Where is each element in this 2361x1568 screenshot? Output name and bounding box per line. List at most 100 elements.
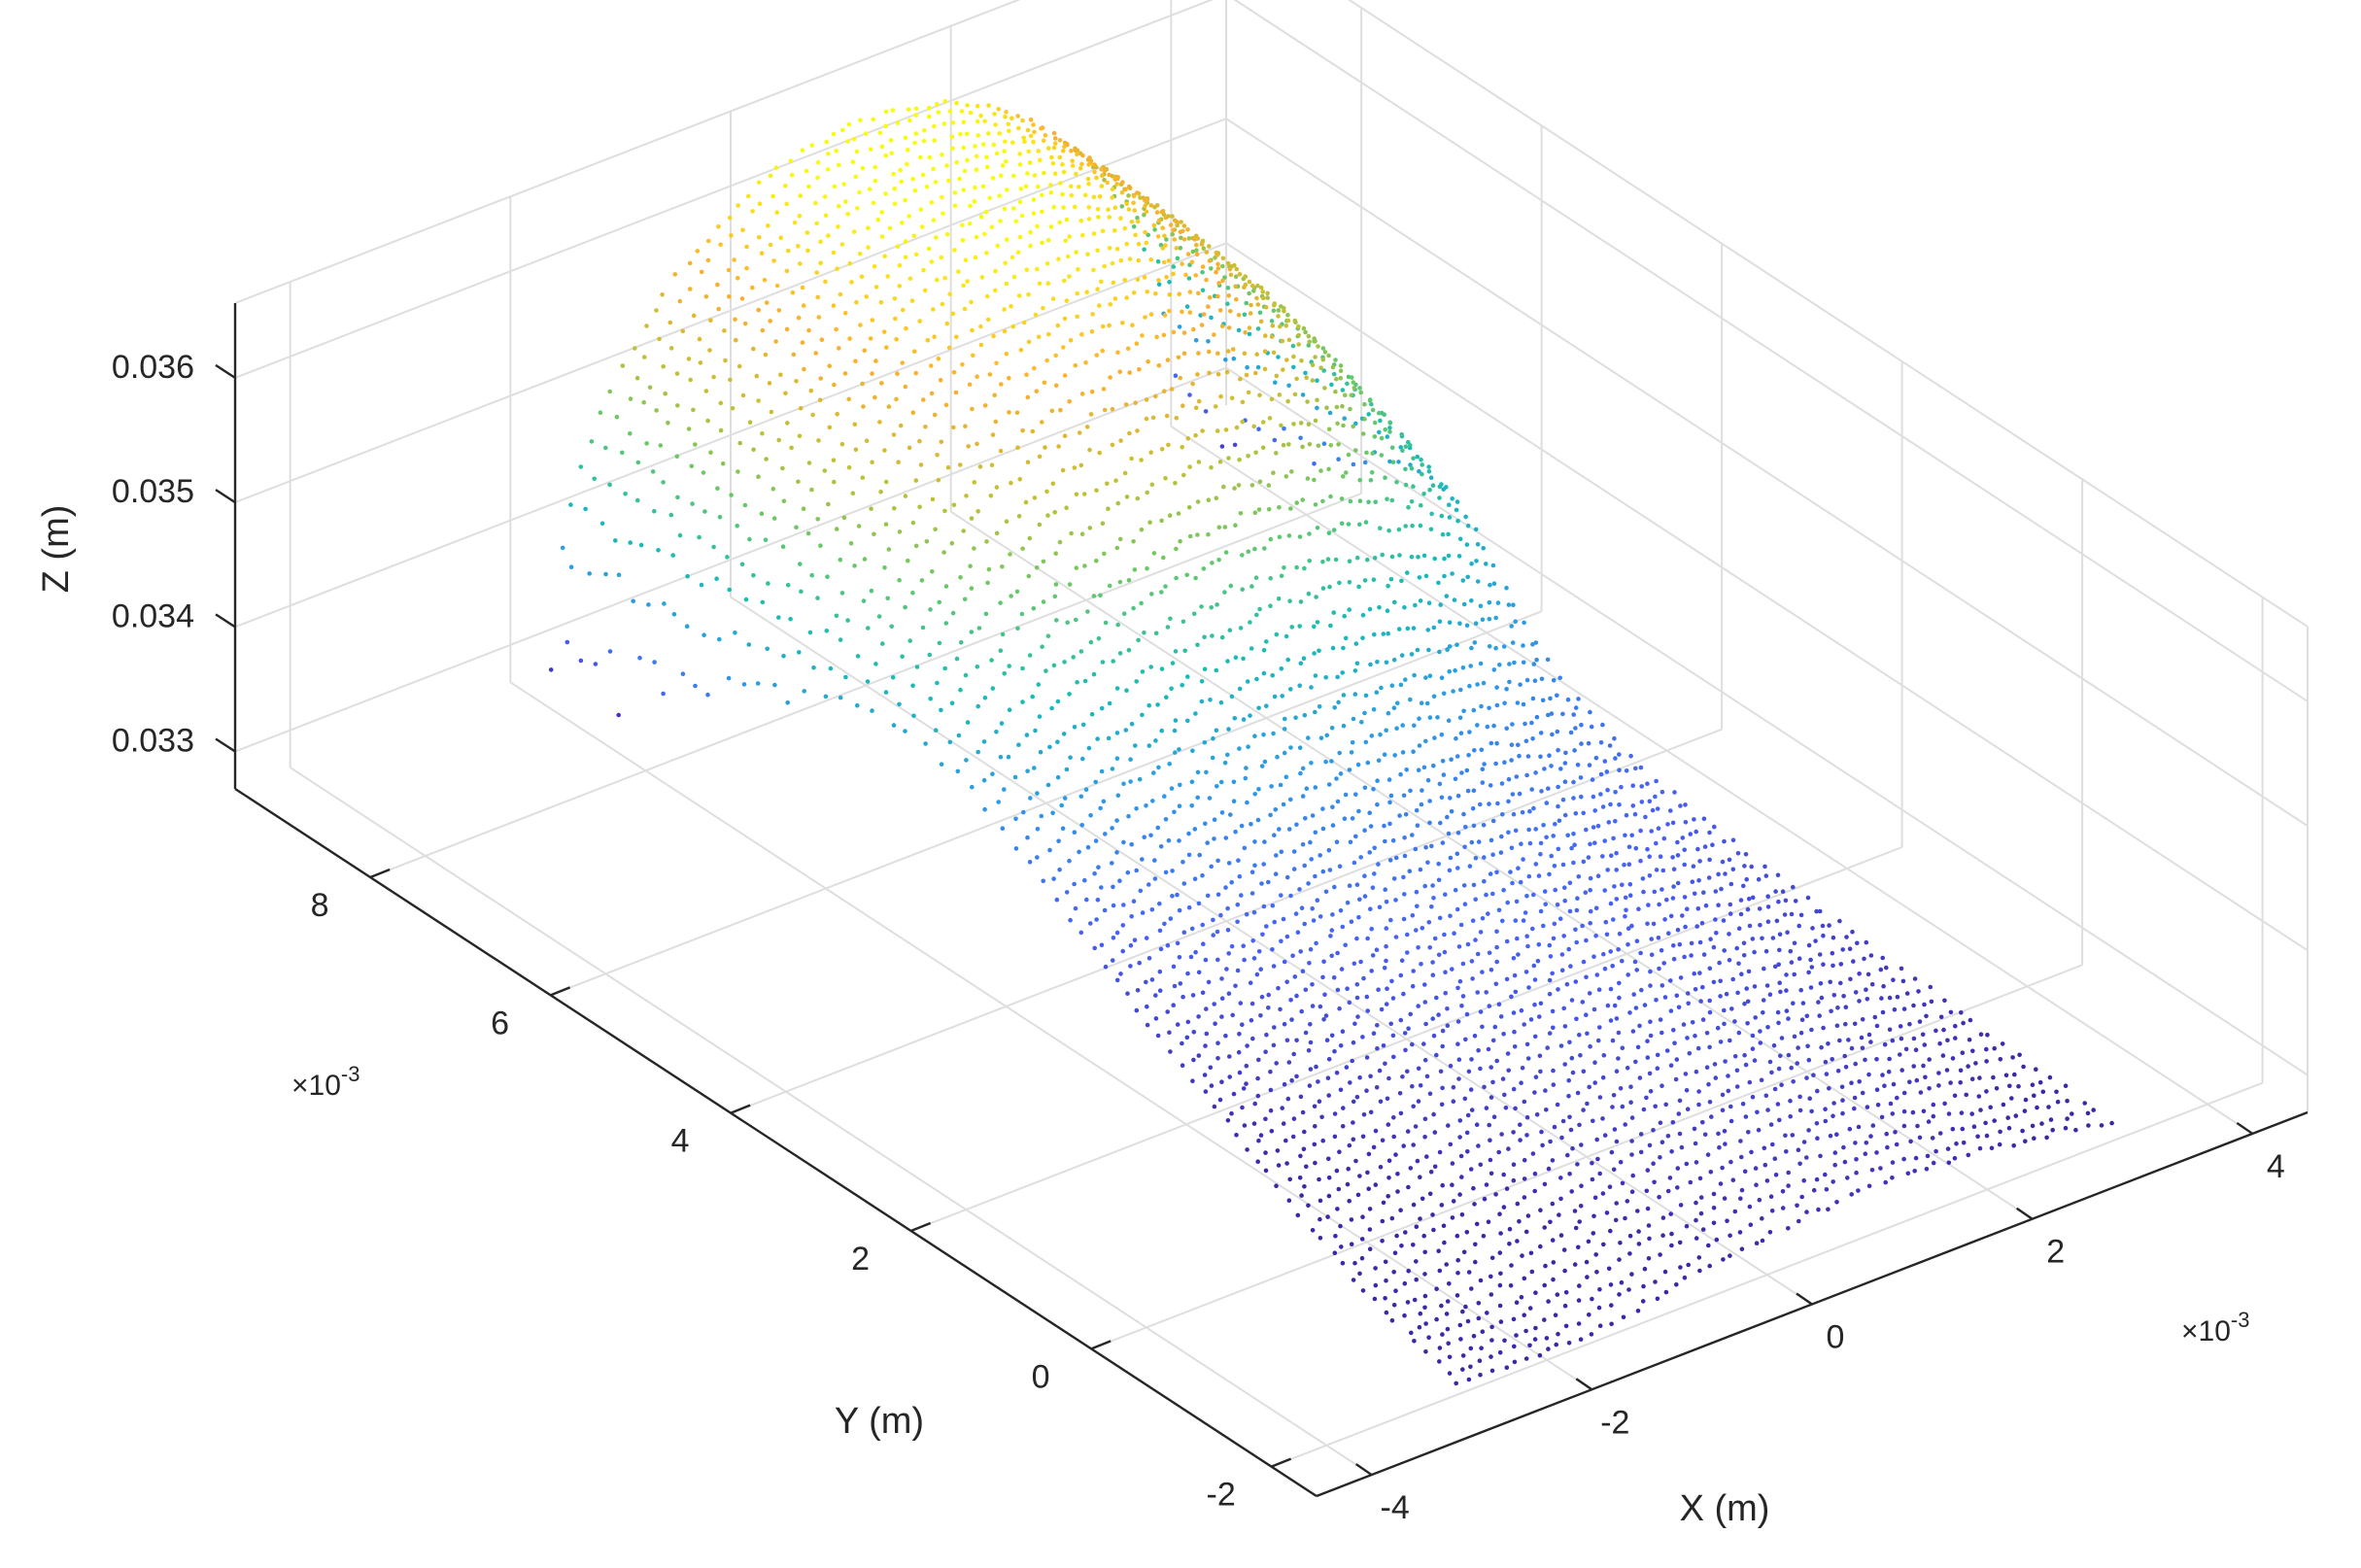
data-point	[1942, 998, 1947, 1004]
data-point	[1174, 546, 1179, 552]
data-point	[1423, 675, 1428, 680]
data-point	[1055, 739, 1060, 744]
data-point	[1248, 311, 1253, 316]
data-point	[1475, 951, 1481, 957]
data-point	[1445, 1006, 1450, 1011]
data-point	[1668, 913, 1674, 919]
data-point	[1898, 1024, 1903, 1029]
data-point	[1223, 1033, 1228, 1039]
data-point	[1219, 996, 1225, 1001]
data-point	[1050, 296, 1056, 301]
data-point	[1121, 781, 1126, 787]
data-point	[1456, 944, 1462, 949]
data-point	[1544, 801, 1550, 805]
data-point	[1450, 1161, 1455, 1166]
data-point	[1559, 968, 1565, 973]
data-point	[1175, 220, 1180, 225]
data-point	[1343, 792, 1349, 798]
data-point	[1512, 1044, 1518, 1049]
data-point	[1496, 907, 1502, 913]
data-point	[1931, 1113, 1936, 1119]
data-point	[1010, 140, 1015, 145]
data-point	[1248, 713, 1252, 718]
data-point	[1061, 149, 1066, 153]
data-point	[1593, 905, 1599, 911]
data-point	[1401, 991, 1406, 997]
data-point	[1280, 338, 1285, 344]
data-point	[1048, 224, 1054, 229]
data-point	[1477, 1358, 1483, 1363]
data-point	[1777, 1117, 1782, 1123]
data-point	[672, 272, 678, 277]
data-point	[1670, 820, 1676, 826]
data-point	[1533, 770, 1538, 775]
data-point	[1279, 573, 1284, 579]
data-point	[1017, 199, 1023, 205]
data-point	[1609, 1303, 1614, 1308]
data-point	[1266, 992, 1271, 998]
data-point	[1671, 956, 1677, 962]
data-point	[949, 700, 955, 706]
data-point	[1094, 488, 1099, 494]
data-point	[1088, 813, 1093, 818]
data-point	[1747, 923, 1753, 929]
data-point	[897, 262, 903, 268]
data-point	[1387, 429, 1392, 434]
data-point	[1405, 1129, 1411, 1134]
data-point	[1635, 1309, 1641, 1313]
data-point	[716, 224, 721, 229]
data-point	[768, 242, 773, 248]
data-point	[1527, 1343, 1532, 1348]
data-point	[1431, 1111, 1436, 1117]
data-point	[1110, 442, 1115, 448]
data-point	[1346, 522, 1352, 527]
data-point	[1218, 393, 1223, 399]
data-point	[1573, 726, 1578, 731]
data-point	[1487, 644, 1492, 649]
data-point	[1750, 1094, 1756, 1100]
data-point	[1291, 364, 1296, 370]
data-point	[788, 158, 794, 163]
data-point	[1416, 767, 1421, 772]
data-point	[1422, 1000, 1428, 1005]
data-point	[1307, 442, 1313, 447]
data-point	[1704, 1065, 1710, 1070]
data-point	[961, 145, 966, 151]
data-point	[1122, 225, 1127, 231]
data-point	[1522, 620, 1526, 626]
data-point	[1296, 342, 1301, 347]
data-point	[1325, 1075, 1331, 1080]
data-point	[1635, 1044, 1641, 1050]
data-point	[1027, 160, 1033, 165]
data-point	[1442, 556, 1447, 562]
data-point	[1804, 1155, 1809, 1160]
data-point	[1202, 666, 1208, 672]
data-point	[926, 246, 932, 252]
data-point	[1286, 383, 1291, 389]
data-point	[1814, 1121, 1820, 1126]
data-point	[1538, 1244, 1543, 1249]
data-point	[1706, 1243, 1711, 1248]
data-point	[1153, 291, 1158, 296]
data-point	[1357, 897, 1362, 903]
data-point	[815, 294, 820, 300]
data-point	[1537, 1014, 1542, 1019]
data-point	[1660, 1083, 1664, 1088]
data-point	[1405, 950, 1410, 955]
data-point	[1028, 229, 1033, 235]
data-point	[1180, 261, 1184, 267]
data-point	[917, 319, 922, 324]
data-point	[1644, 1095, 1649, 1101]
data-point	[1714, 1237, 1720, 1243]
data-point	[2010, 1055, 2015, 1060]
grid-line	[1090, 964, 2083, 1350]
data-point	[1352, 860, 1357, 866]
data-point	[1389, 1318, 1395, 1323]
data-point	[978, 113, 983, 119]
data-point	[1221, 484, 1226, 490]
data-point	[1367, 1246, 1373, 1251]
data-point	[1820, 923, 1826, 929]
data-point	[1016, 125, 1021, 131]
data-point	[1445, 1023, 1451, 1028]
data-point	[1340, 924, 1346, 930]
